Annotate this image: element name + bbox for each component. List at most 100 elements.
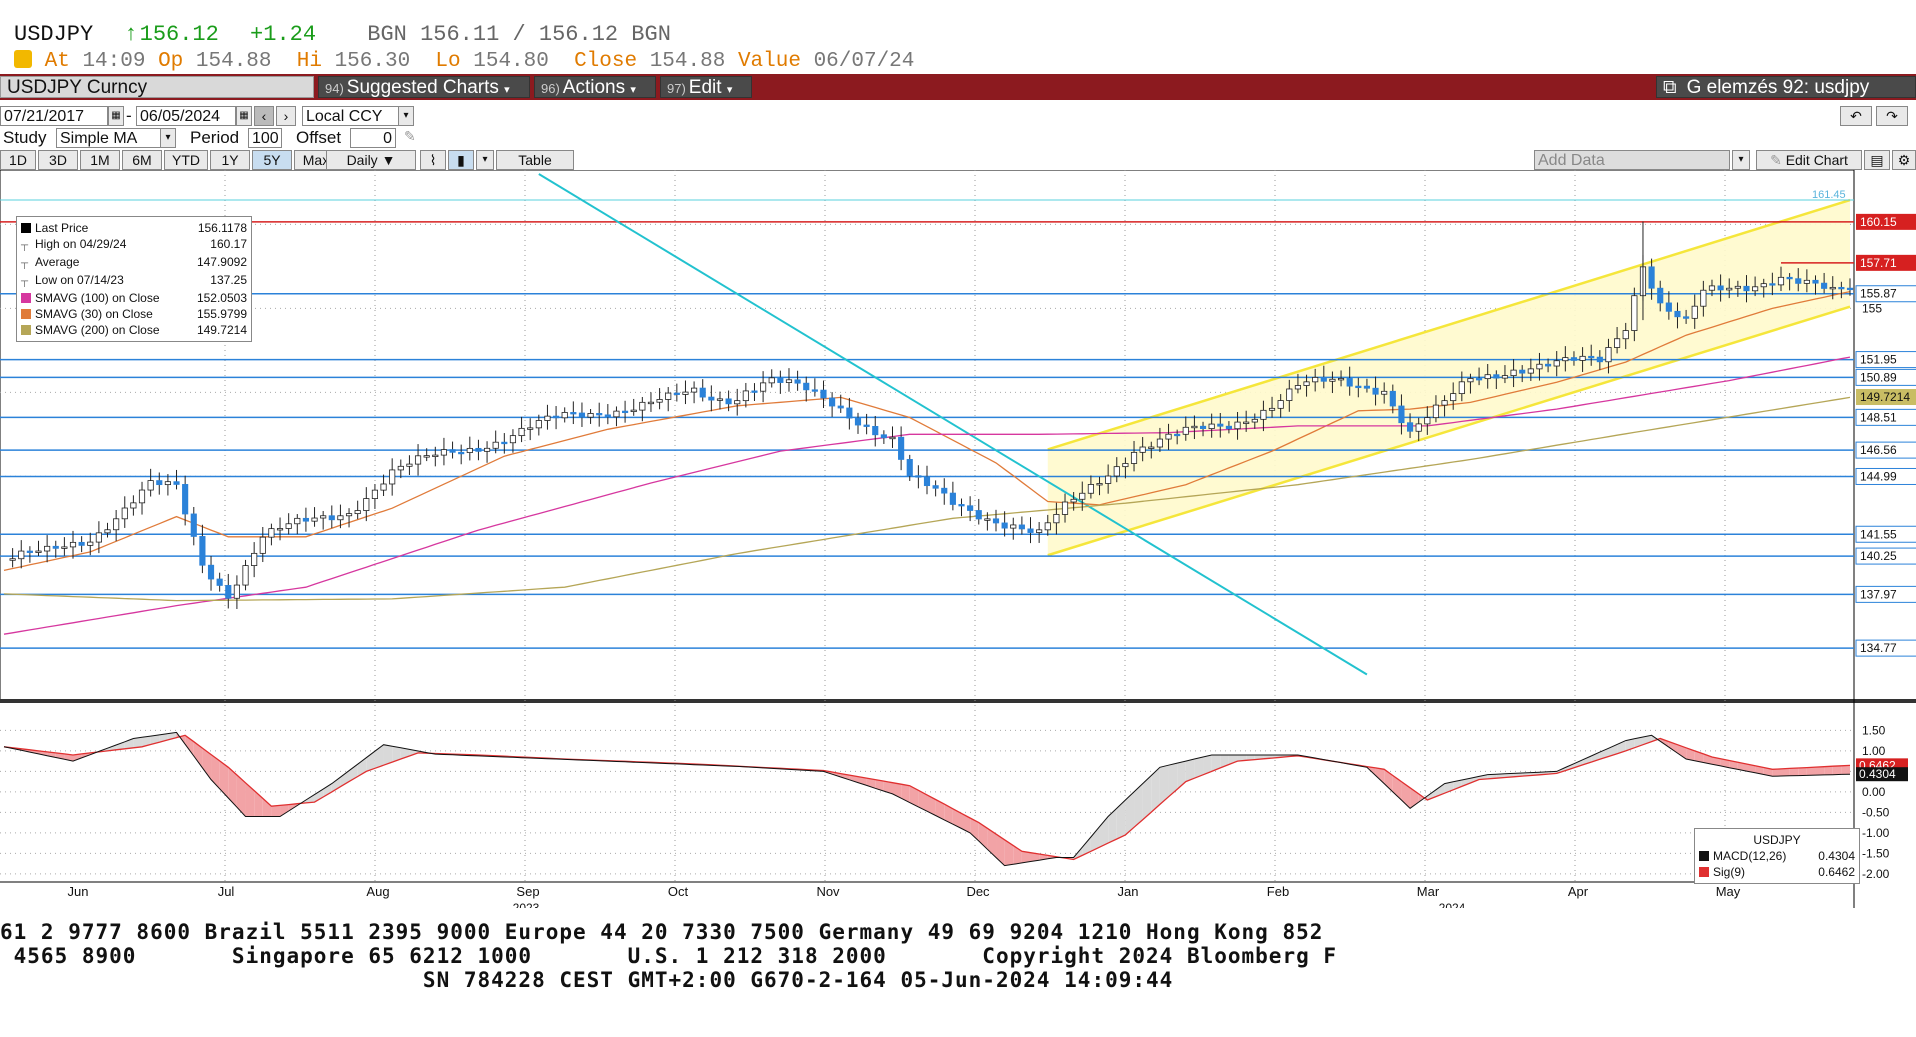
- candle-body: [1795, 278, 1802, 284]
- macd-hist-fill: [383, 744, 393, 766]
- study-select[interactable]: Simple MA: [56, 128, 176, 148]
- candle-body: [1182, 426, 1189, 435]
- candle-body: [259, 536, 266, 554]
- candle-body: [1622, 330, 1629, 340]
- macd-hist-fill: [1228, 754, 1238, 765]
- range-button-ytd[interactable]: YTD: [164, 150, 208, 170]
- footer-line-2: 4565 8900 Singapore 65 6212 1000 U.S. 1 …: [0, 944, 1338, 968]
- security-field[interactable]: USDJPY Curncy: [0, 76, 314, 98]
- add-data-input[interactable]: Add Data: [1534, 150, 1730, 170]
- candle-body: [1286, 388, 1293, 401]
- candle-body: [898, 436, 905, 460]
- y-tag: 148.51: [1860, 410, 1897, 424]
- footer-line-3: SN 784228 CEST GMT+2:00 G670-2-164 05-Ju…: [0, 968, 1174, 992]
- macd-hist-fill: [1487, 774, 1497, 779]
- edit-chart-button[interactable]: ✎ Edit Chart: [1756, 150, 1862, 170]
- candle-body: [1536, 363, 1543, 370]
- candle-body: [466, 447, 473, 453]
- chart-title-tab[interactable]: ⧉ G elemzés 92: usdjpy: [1656, 76, 1916, 98]
- macd-tag: 0.4304: [1859, 767, 1896, 781]
- candle-body: [1777, 276, 1785, 286]
- scroll-right-button[interactable]: ›: [276, 106, 296, 126]
- legend-row: ┬ Low on 07/14/23 137.25: [21, 272, 247, 290]
- candle-body: [630, 409, 637, 413]
- candle-body: [251, 552, 258, 566]
- x-month-label: Apr: [1568, 884, 1589, 899]
- candle-body: [371, 489, 378, 499]
- scroll-left-button[interactable]: ‹: [254, 106, 274, 126]
- range-button-3d[interactable]: 3D: [38, 150, 78, 170]
- x-month-label: Feb: [1267, 884, 1289, 899]
- candle-body: [665, 392, 672, 400]
- table-button[interactable]: Table: [496, 150, 574, 170]
- last-price-value: 156.12: [139, 22, 219, 47]
- candle-body: [311, 517, 318, 522]
- pencil-icon[interactable]: ✎: [404, 128, 416, 144]
- calendar-icon[interactable]: ▦: [236, 106, 252, 126]
- candle-body: [113, 518, 120, 531]
- undo-icon[interactable]: ↶: [1840, 106, 1872, 126]
- offset-input[interactable]: 0: [350, 128, 396, 148]
- candle-body: [207, 564, 215, 580]
- macd-hist-fill: [1573, 759, 1583, 768]
- candle-body: [751, 390, 758, 393]
- candle-body: [9, 558, 16, 561]
- legend-label: ┬ Low on 07/14/23: [21, 272, 124, 290]
- edit-menu[interactable]: 97) Edit ▾: [660, 76, 752, 98]
- candle-body: [1570, 357, 1578, 361]
- y-tag-box: [1855, 285, 1916, 303]
- line-chart-icon[interactable]: ⌇: [420, 150, 446, 170]
- end-date-input[interactable]: 06/05/2024: [136, 106, 236, 126]
- range-button-6m[interactable]: 6M: [122, 150, 162, 170]
- macd-hist-fill: [952, 808, 962, 829]
- range-button-1m[interactable]: 1M: [80, 150, 120, 170]
- gear-icon[interactable]: ⚙: [1892, 150, 1916, 170]
- up-arrow-icon: ↑: [124, 22, 138, 47]
- candle-body: [492, 441, 499, 449]
- macd-hist-fill: [1177, 761, 1186, 790]
- value-date: 06/07/24: [813, 50, 915, 73]
- candle-body: [61, 546, 68, 549]
- start-date-input[interactable]: 07/21/2017: [0, 106, 108, 126]
- candle-body: [483, 447, 491, 452]
- chevron-down-icon[interactable]: ▾: [160, 128, 176, 148]
- chevron-down-icon[interactable]: ▾: [1732, 150, 1750, 170]
- macd-hist-fill: [1565, 763, 1574, 771]
- macd-hist-fill: [944, 804, 953, 825]
- candle-body: [1657, 287, 1664, 304]
- candle-body: [130, 502, 137, 509]
- suggested-charts-menu[interactable]: 94) Suggested Charts ▾: [318, 76, 530, 98]
- currency-select[interactable]: Local CCY: [302, 106, 414, 126]
- candle-body: [1268, 407, 1276, 411]
- range-button-1d[interactable]: 1D: [0, 150, 36, 170]
- actions-menu[interactable]: 96) Actions ▾: [534, 76, 656, 98]
- channel-upper-line: [1047, 198, 1851, 451]
- candle-chart-icon[interactable]: ▮: [448, 150, 474, 170]
- range-button-5y[interactable]: 5Y: [252, 150, 292, 170]
- range-button-1y[interactable]: 1Y: [210, 150, 250, 170]
- chevron-down-icon[interactable]: ▾: [476, 150, 494, 170]
- candle-body: [1294, 385, 1301, 390]
- candle-body: [1001, 522, 1008, 529]
- legend-row: SMAVG (100) on Close 152.0503: [21, 290, 247, 306]
- macd-hist-fill: [927, 794, 936, 816]
- calendar-icon[interactable]: ▦: [108, 106, 124, 126]
- suggested-label: Suggested Charts: [346, 77, 499, 98]
- candle-body: [587, 413, 594, 418]
- chevron-down-icon[interactable]: ▾: [398, 106, 414, 126]
- period-input[interactable]: 100: [248, 128, 282, 148]
- macd-hist-fill: [1660, 738, 1669, 748]
- macd-hist-fill: [1392, 775, 1402, 801]
- macd-hist-fill: [150, 734, 160, 745]
- candle-body: [742, 390, 749, 402]
- edit-label: Edit: [688, 77, 722, 98]
- legend-row: ┬ Average 147.9092: [21, 254, 247, 272]
- redo-icon[interactable]: ↷: [1876, 106, 1908, 126]
- frequency-select[interactable]: Daily ▼: [326, 150, 416, 170]
- candle-body: [1174, 433, 1181, 437]
- candle-body: [509, 435, 517, 444]
- y-tag: 146.56: [1860, 443, 1897, 457]
- chart-settings-icon[interactable]: ▤: [1864, 150, 1890, 170]
- legend-swatch: [1699, 867, 1709, 877]
- y-tag: 150.89: [1860, 370, 1897, 384]
